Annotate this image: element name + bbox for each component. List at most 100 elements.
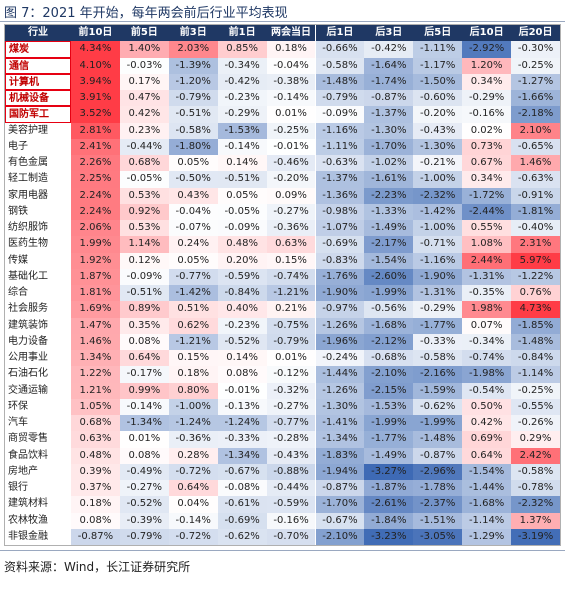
value-cell: -1.99% [413,415,463,432]
value-cell: -1.96% [315,333,365,350]
value-cell: -0.36% [168,431,218,448]
value-cell: -0.51% [119,285,169,302]
value-cell: -0.28% [266,431,316,448]
value-cell: -0.09% [217,220,267,237]
value-cell: 0.35% [119,317,169,334]
value-cell: 0.15% [168,350,218,367]
value-cell: -1.30% [315,398,365,415]
industry-name: 煤炭 [5,41,71,58]
industry-name: 环保 [5,398,71,415]
value-cell: -1.94% [315,463,365,480]
value-cell: -0.51% [168,106,218,123]
value-cell: -0.38% [266,73,316,90]
industry-name: 银行 [5,480,71,497]
value-cell: 0.53% [119,187,169,204]
value-cell: -0.79% [315,90,365,107]
value-cell: 0.42% [462,415,512,432]
value-cell: 1.81% [71,285,120,302]
column-header: 后10日 [462,25,512,42]
value-cell: 0.05% [217,187,267,204]
value-cell: -3.19% [511,528,560,545]
value-cell: 4.34% [71,41,120,58]
value-cell: -0.52% [119,496,169,513]
value-cell: -1.17% [413,57,463,74]
value-cell: -1.50% [413,73,463,90]
value-cell: -0.62% [217,528,267,545]
value-cell: 1.20% [462,57,512,74]
value-cell: -0.26% [511,415,560,432]
value-cell: -2.17% [364,236,414,253]
industry-name: 电力设备 [5,333,71,350]
value-cell: -0.55% [511,398,560,415]
performance-table: 行业 前10日 前5日 前3日 前1日 两会当日 后1日 后3日 后5日 后10日 后20日 煤炭 4.… [4,24,561,546]
value-cell: -0.61% [217,496,267,513]
value-cell: -0.72% [168,528,218,545]
value-cell: -0.49% [119,463,169,480]
value-cell: -2.16% [413,366,463,383]
value-cell: -1.90% [413,268,463,285]
value-cell: -1.48% [511,333,560,350]
value-cell: 0.05% [168,252,218,269]
value-cell: -0.25% [511,382,560,399]
value-cell: -0.60% [413,90,463,107]
industry-name: 建筑材料 [5,496,71,513]
value-cell: -0.98% [315,203,365,220]
value-cell: -0.68% [364,350,414,367]
value-cell: -0.33% [217,431,267,448]
value-cell: 2.06% [71,220,120,237]
industry-name: 电子 [5,138,71,155]
value-cell: -1.39% [168,57,218,74]
value-cell: 0.63% [266,236,316,253]
value-cell: 5.97% [511,252,560,269]
value-cell: -0.30% [511,41,560,58]
industry-name: 有色金属 [5,155,71,172]
value-cell: 0.64% [168,480,218,497]
value-cell: 0.34% [462,171,512,188]
value-cell: 3.91% [71,90,120,107]
value-cell: -1.27% [511,73,560,90]
value-cell: -1.41% [315,415,365,432]
value-cell: -0.59% [266,496,316,513]
value-cell: -0.87% [413,447,463,464]
industry-name: 基础化工 [5,268,71,285]
value-cell: -1.76% [315,268,365,285]
value-cell: -0.12% [266,366,316,383]
value-cell: 0.12% [119,252,169,269]
value-cell: -1.49% [364,220,414,237]
value-cell: 1.08% [462,236,512,253]
value-cell: -0.14% [266,90,316,107]
value-cell: 1.69% [71,301,120,318]
value-cell: 0.01% [119,431,169,448]
value-cell: -0.14% [217,138,267,155]
value-cell: -1.68% [462,496,512,513]
value-cell: -0.42% [217,73,267,90]
value-cell: 0.48% [217,236,267,253]
value-cell: -1.77% [364,431,414,448]
industry-name: 汽车 [5,415,71,432]
value-cell: 0.01% [266,350,316,367]
value-cell: -0.04% [168,203,218,220]
value-cell: 0.14% [217,350,267,367]
value-cell: 0.85% [217,41,267,58]
value-cell: -0.70% [266,528,316,545]
value-cell: -1.30% [364,122,414,139]
value-cell: -0.72% [168,463,218,480]
value-cell: -1.51% [413,512,463,529]
value-cell: -2.44% [462,203,512,220]
column-header: 后1日 [315,25,365,42]
value-cell: -1.44% [462,480,512,497]
value-cell: -1.02% [364,155,414,172]
value-cell: 0.63% [71,431,120,448]
value-cell: 3.94% [71,73,120,90]
value-cell: -0.03% [119,57,169,74]
value-cell: -0.84% [217,285,267,302]
value-cell: 0.09% [266,187,316,204]
value-cell: 0.64% [462,447,512,464]
value-cell: -1.99% [364,415,414,432]
value-cell: -1.48% [315,73,365,90]
value-cell: -1.31% [462,268,512,285]
value-cell: 0.29% [511,431,560,448]
value-cell: -0.54% [462,382,512,399]
value-cell: 0.08% [119,333,169,350]
industry-name: 计算机 [5,73,71,90]
